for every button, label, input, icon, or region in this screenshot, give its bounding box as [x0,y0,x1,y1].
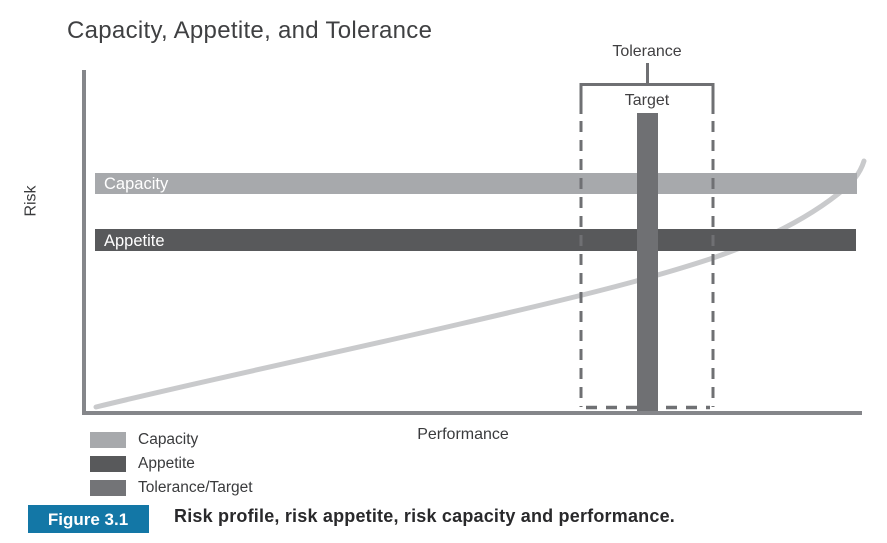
target-bar [637,113,658,413]
figure-badge: Figure 3.1 [28,505,149,533]
appetite-swatch-rect [90,456,126,472]
tolerance-box [579,63,715,410]
tolerance-target-swatch-icon [90,480,126,496]
capacity-swatch-icon [90,432,126,448]
chart-title: Capacity, Appetite, and Tolerance [67,17,433,44]
legend-label-capacity: Capacity [138,431,199,448]
legend-item-capacity: Capacity [90,431,253,449]
figure-badge-box [28,505,149,533]
appetite-band-label: Appetite [104,232,165,250]
capacity-band [95,173,857,194]
y-axis-label: Risk [22,185,40,217]
appetite-swatch-icon [90,456,126,472]
legend: Capacity Appetite Tolerance/Target [90,431,253,497]
tolerance-target-swatch-rect [90,480,126,496]
appetite-band [95,229,856,251]
legend-item-tolerance-target: Tolerance/Target [90,479,253,497]
risk-profile-curve [93,158,867,410]
figure-caption: Risk profile, risk appetite, risk capaci… [174,506,675,526]
legend-item-appetite: Appetite [90,455,253,473]
x-axis-label: Performance [417,426,509,443]
target-label: Target [625,92,670,109]
figure-badge-label: Figure 3.1 [48,510,128,529]
legend-label-appetite: Appetite [138,455,195,472]
legend-label-tolerance-target: Tolerance/Target [138,479,253,496]
capacity-swatch-rect [90,432,126,448]
capacity-band-label: Capacity [104,175,169,193]
tolerance-label: Tolerance [612,43,681,60]
